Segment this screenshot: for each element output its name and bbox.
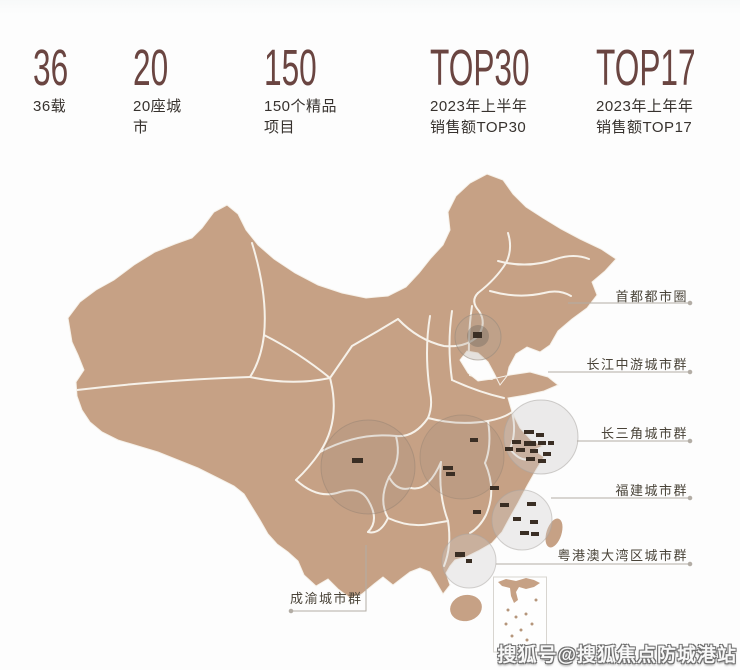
stat-cities-label: 20座城市 [133,98,182,136]
stat-years-label: 36载 [33,98,67,115]
stat-cities: 20 20座城市 [133,39,190,136]
stat-top17-value: TOP17 [596,39,696,96]
label-yangtze-delta-cluster: 长三角城市群 [600,426,688,441]
stat-years-value: 36 [33,39,69,96]
province-borders [76,232,590,567]
stat-top17: TOP17 2023年上年年 销售额TOP17 [596,39,740,136]
label-greater-bay-cluster: 粤港澳大湾区城市群 [557,548,688,563]
south-china-sea-inset [493,576,547,653]
stat-top30-label: 2023年上半年 销售额TOP30 [430,98,528,136]
label-fujian-cluster: 福建城市群 [615,483,688,498]
stat-projects-label: 150个精品项目 [264,98,338,136]
stat-years: 36 36载 [33,39,90,115]
stat-projects: 150 150个精品项目 [264,39,349,136]
chengyu-cluster-circle [320,419,416,515]
fujian-cluster-circle [491,489,553,551]
sohu-watermark: 搜狐号@搜狐焦点防城港站 [497,645,737,666]
stat-top17-label: 2023年上年年 销售额TOP17 [596,98,694,136]
island-hainan [450,594,482,622]
stat-top30: TOP30 2023年上半年 销售额TOP30 [430,39,591,136]
label-yangtze-mid-cluster: 长江中游城市群 [586,357,688,372]
inset-island-dots [504,598,538,648]
inset-land-shape [498,578,540,603]
label-capital-metro-circle: 首都都市圈 [615,289,688,304]
island-taiwan [545,518,563,548]
callout-lines [288,300,693,614]
stat-projects-value: 150 [264,39,317,96]
cluster-circles [320,313,579,589]
china-mainland-shape [67,173,617,599]
stat-cities-value: 20 [133,39,169,96]
stat-top30-value: TOP30 [430,39,530,96]
city-label-marks [352,332,554,563]
label-chengyu-cluster: 成渝城市群 [290,591,363,606]
yangtze-mid-cluster-circle [419,414,505,500]
